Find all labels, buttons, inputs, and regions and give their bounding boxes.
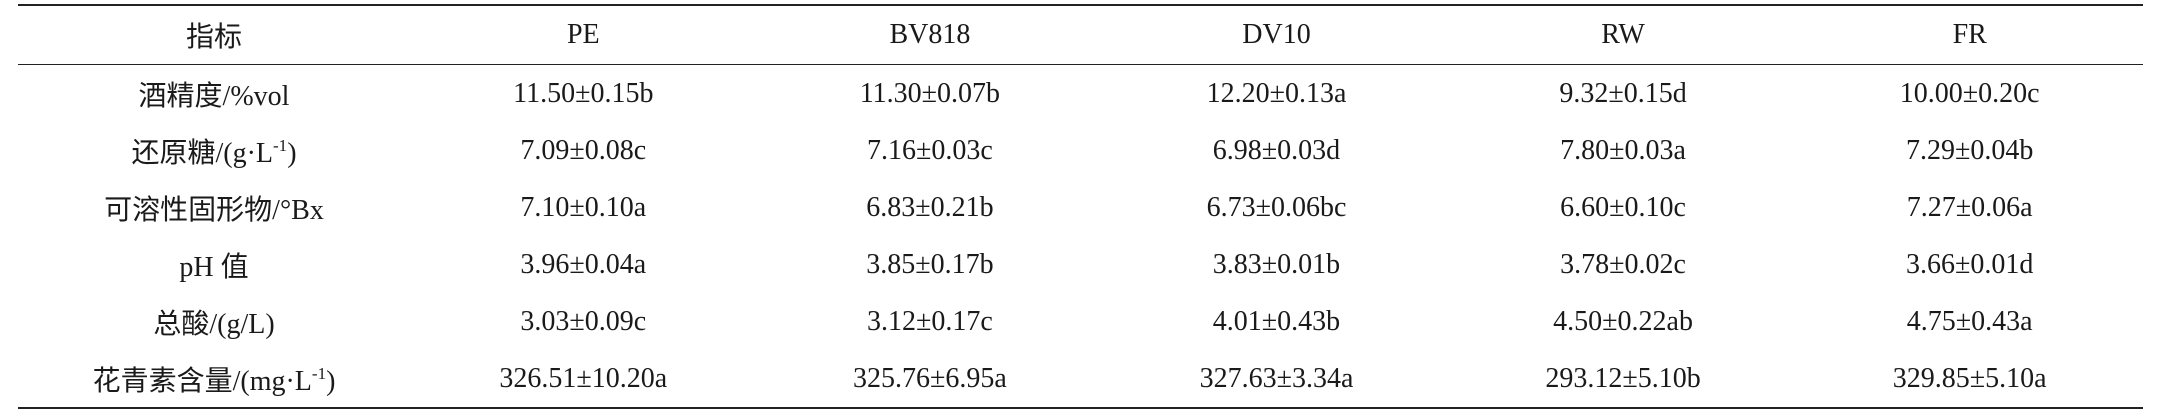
label-text: 酒精度/%vol [138, 80, 290, 112]
row-label: 花青素含量/(mg·L-1) [18, 350, 410, 408]
table-row: 花青素含量/(mg·L-1) 326.51±10.20a 325.76±6.95a 3… [18, 350, 2143, 408]
table-row: pH 值 3.96±0.04a 3.85±0.17b 3.83±0.01b 3.78±0… [18, 236, 2143, 293]
value-cell: 325.76±6.95a [852, 362, 1007, 394]
value-cell: 326.51±10.20a [499, 362, 668, 394]
value-cell: 327.63±3.34a [1199, 362, 1354, 394]
superscript: -1 [273, 135, 288, 155]
value-cell: 4.75±0.43a [1906, 305, 2033, 337]
label-text: 可溶性固形物/°Bx [104, 194, 324, 226]
value-cell: 3.12±0.17c [866, 305, 993, 337]
header-cell: BV818 [889, 19, 971, 50]
value-cell: 7.29±0.04b [1906, 134, 2034, 166]
value-cell: 7.16±0.03c [866, 134, 993, 166]
header-cell: PE [566, 19, 600, 50]
value-cell: 7.80±0.03a [1560, 134, 1686, 166]
value-cell: 11.30±0.07b [859, 77, 1001, 109]
value-cell: 7.09±0.08c [520, 134, 647, 166]
table-row: 还原糖/(g·L-1) 7.09±0.08c 7.16±0.03c 6.98±0.03… [18, 122, 2143, 179]
value-cell: 3.85±0.17b [866, 248, 994, 280]
table-row: 总酸/(g/L) 3.03±0.09c 3.12±0.17c 4.01±0.43b 4.… [18, 293, 2143, 350]
header-cell: 指标 [185, 22, 242, 53]
header-cell: RW [1601, 19, 1645, 50]
value-cell: 3.96±0.04a [520, 248, 647, 280]
label-text: 还原糖/(g·L [131, 137, 274, 169]
row-label: 酒精度/%vol [18, 65, 410, 123]
value-cell: 6.60±0.10c [1560, 191, 1686, 223]
label-text: ) [287, 137, 297, 169]
value-cell: 3.03±0.09c [520, 305, 647, 337]
label-text: pH 值 [179, 251, 249, 283]
label-text: 总酸/(g/L) [153, 308, 275, 340]
value-cell: 3.83±0.01b [1212, 248, 1341, 280]
value-cell: 4.50±0.22ab [1553, 305, 1693, 337]
header-cell: DV10 [1242, 19, 1311, 50]
value-cell: 3.78±0.02c [1560, 248, 1686, 280]
row-label: 可溶性固形物/°Bx [18, 179, 410, 236]
table-row: 可溶性固形物/°Bx 7.10±0.10a 6.83±0.21b 6.73±0.06b… [18, 179, 2143, 236]
superscript: -1 [311, 363, 327, 383]
row-label: 还原糖/(g·L-1) [18, 122, 410, 179]
value-cell: 329.85±5.10a [1892, 362, 2047, 394]
value-cell: 4.01±0.43b [1212, 305, 1341, 337]
value-cell: 7.27±0.06a [1906, 191, 2033, 223]
data-table: 指标 PE BV818 DV10 RW FR 酒精度/%vol 11.50±0.15b 11.… [18, 4, 2143, 409]
header-cell: FR [1952, 19, 1987, 50]
header-row: 指标 PE BV818 DV10 RW FR [18, 5, 2143, 65]
label-text: ) [326, 365, 336, 397]
value-cell: 3.66±0.01d [1906, 248, 2034, 280]
value-cell: 6.98±0.03d [1212, 134, 1341, 166]
value-cell: 7.10±0.10a [520, 191, 647, 223]
row-label: pH 值 [18, 236, 410, 293]
value-cell: 12.20±0.13a [1206, 77, 1347, 109]
value-cell: 9.32±0.15d [1559, 77, 1687, 109]
row-label: 总酸/(g/L) [18, 293, 410, 350]
table-row: 酒精度/%vol 11.50±0.15b 11.30±0.07b 12.20±0.13… [18, 65, 2143, 123]
value-cell: 6.73±0.06bc [1206, 191, 1347, 223]
value-cell: 11.50±0.15b [513, 77, 654, 109]
label-text: 花青素含量/(mg·L [92, 365, 312, 397]
value-cell: 293.12±5.10b [1545, 362, 1701, 394]
value-cell: 6.83±0.21b [866, 191, 994, 223]
value-cell: 10.00±0.20c [1899, 77, 2040, 109]
